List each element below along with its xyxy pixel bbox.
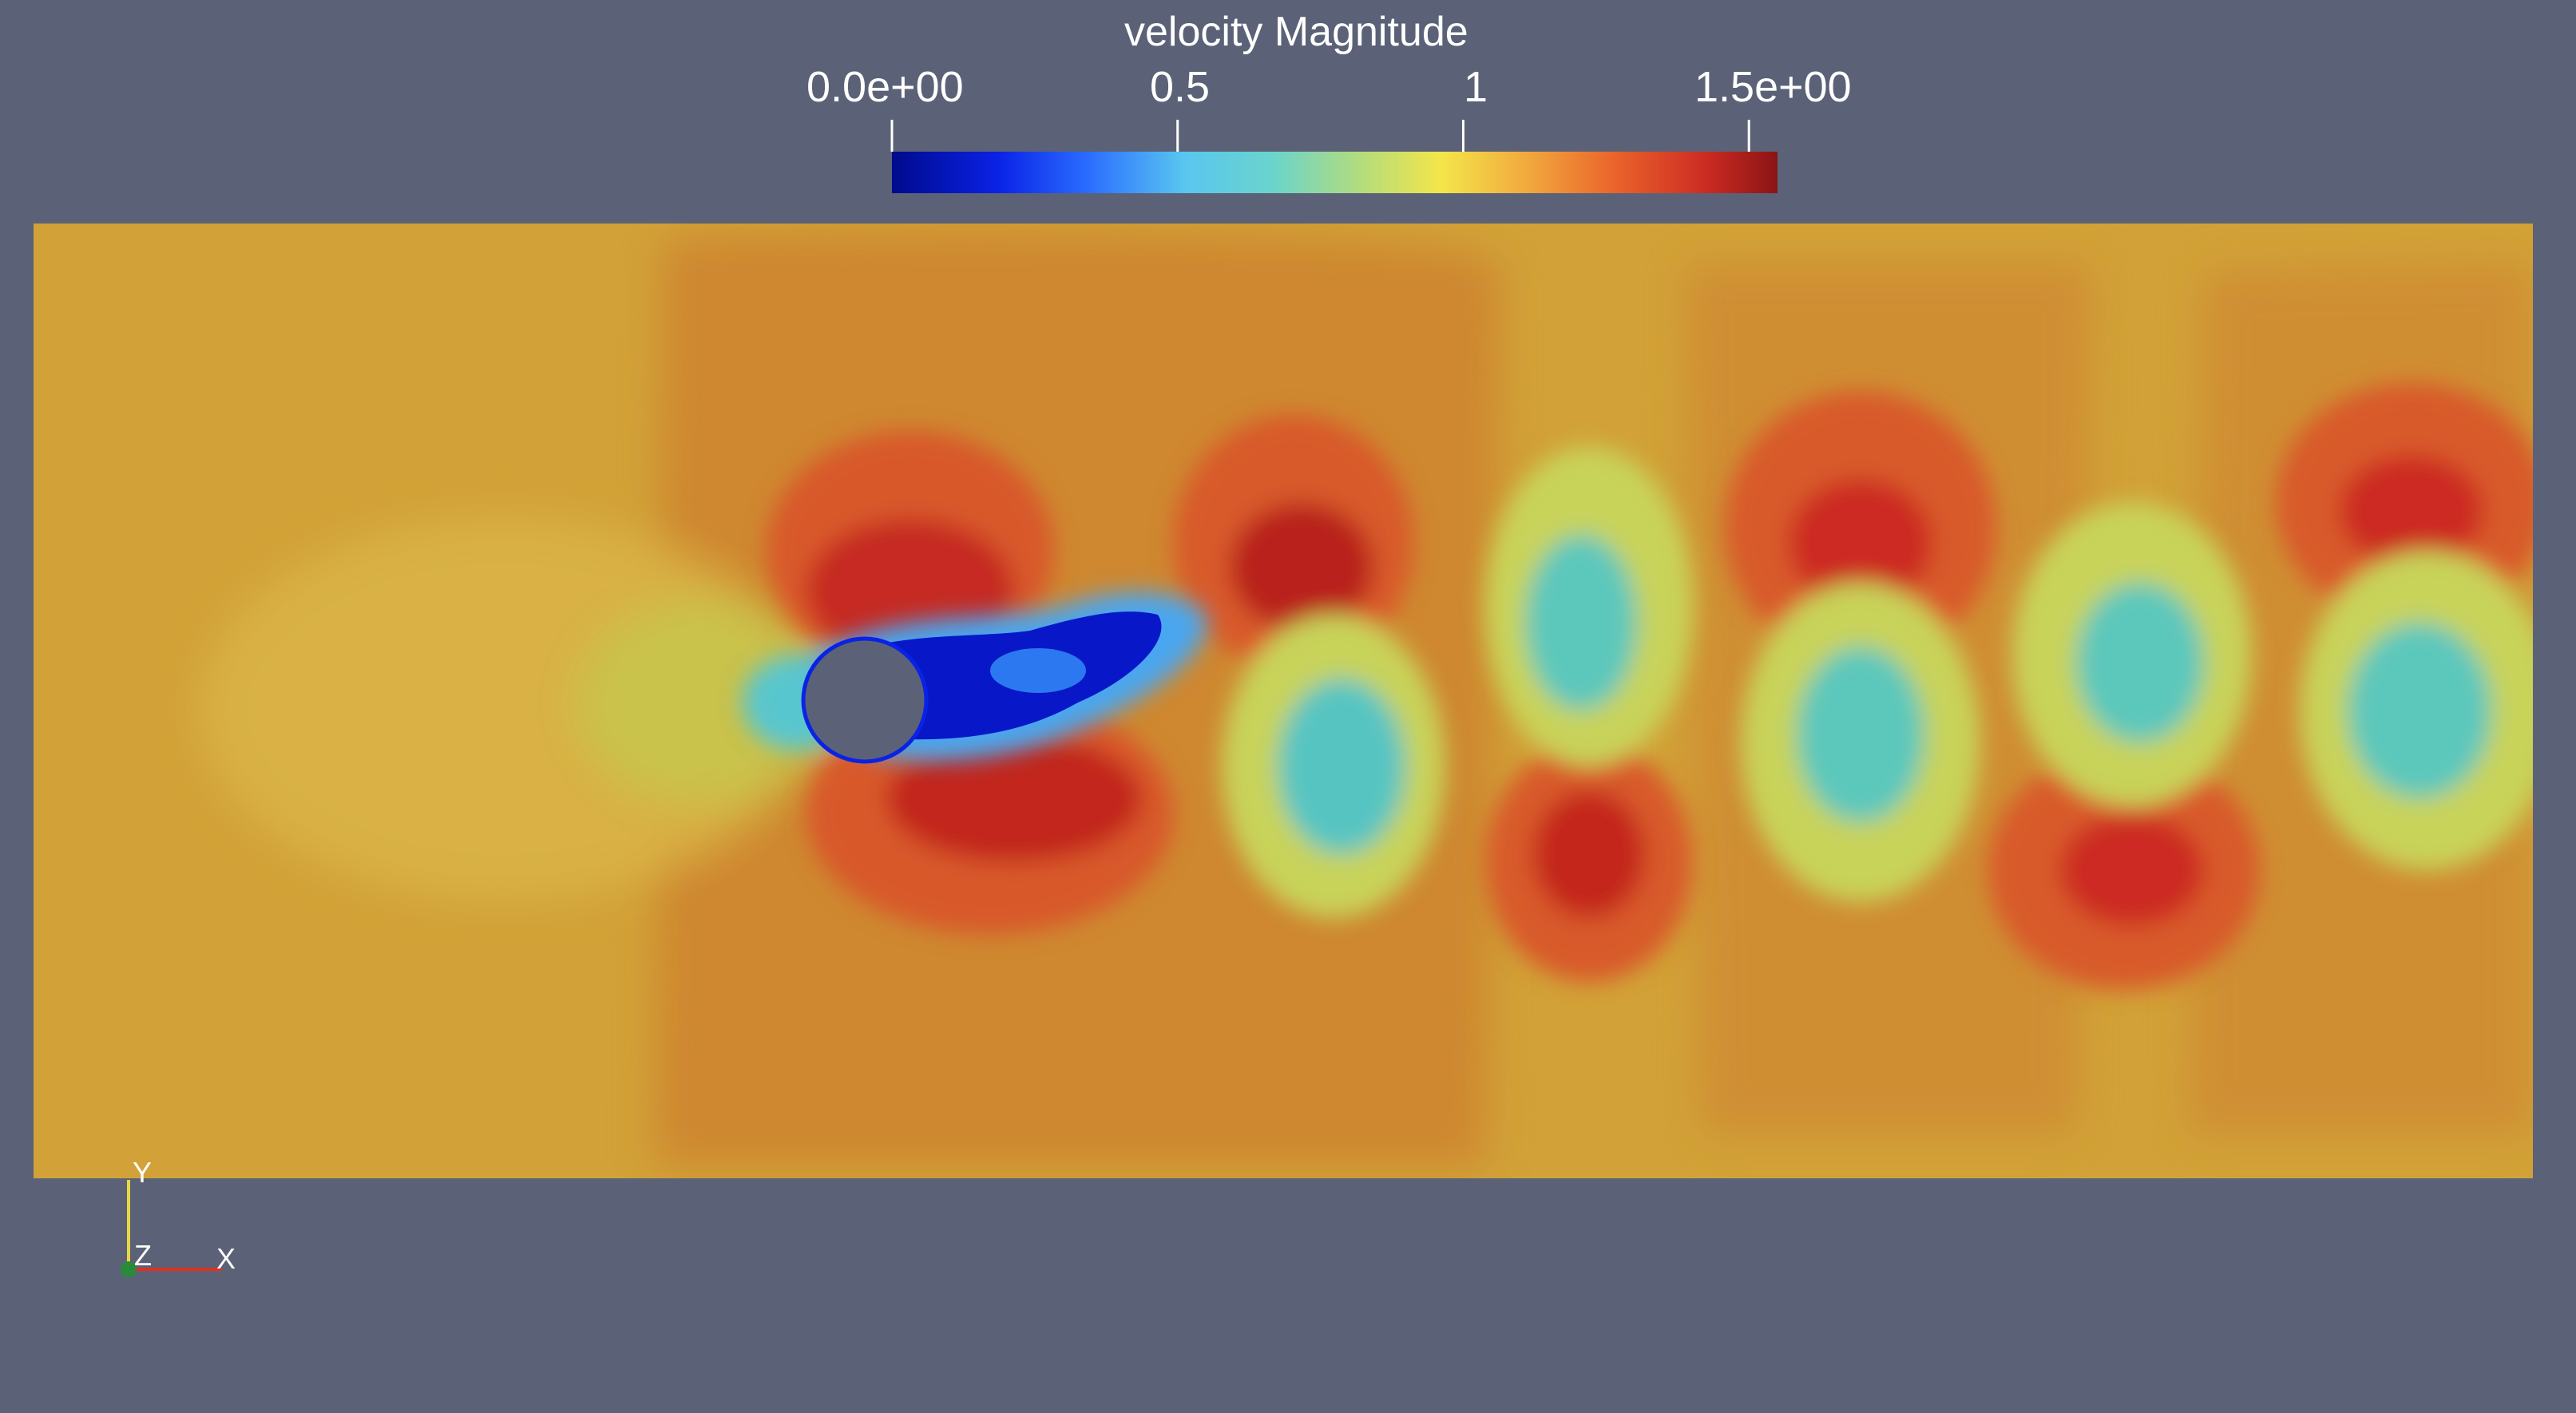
z-axis-point: [121, 1261, 137, 1277]
colorbar-tick-label: 0.5: [1150, 63, 1211, 111]
colorbar-tick-marks: [890, 120, 1750, 152]
cylinder-obstacle: [801, 636, 929, 764]
x-axis-label: X: [216, 1242, 236, 1275]
colorbar-gradient: [892, 152, 1777, 193]
y-axis-label: Y: [133, 1156, 153, 1189]
colorbar-tick-label: 1: [1464, 63, 1488, 111]
z-axis-label: Z: [134, 1239, 152, 1272]
colorbar-tick-label: 0.0e+00: [806, 63, 964, 111]
colorbar: [890, 120, 1777, 193]
colorbar-tick-label: 1.5e+00: [1694, 63, 1852, 111]
colorbar-title: velocity Magnitude: [1124, 9, 1468, 55]
orientation-axes: [121, 1180, 222, 1277]
flow-domain: [34, 224, 2533, 1178]
